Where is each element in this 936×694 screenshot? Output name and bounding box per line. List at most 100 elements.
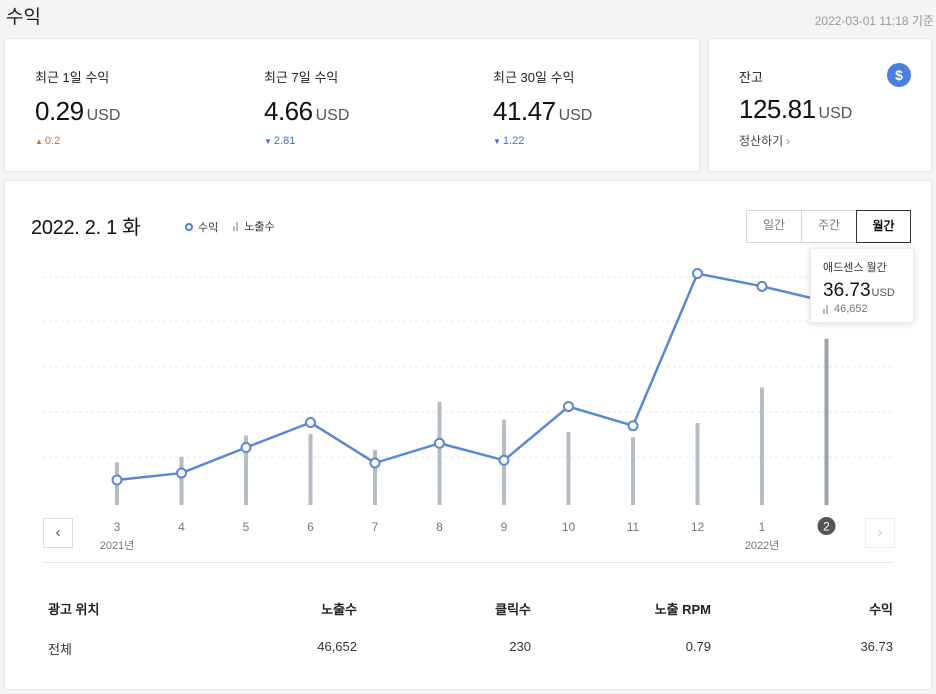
stat-value: 41.47 (493, 96, 556, 126)
page-title: 수익 (6, 7, 41, 28)
balance-unit: USD (818, 105, 853, 122)
stat-change: ▼ 1.22 (493, 135, 525, 147)
x-tick-label: 11 (627, 520, 640, 534)
table-header: 클릭수 (495, 602, 531, 617)
impression-bar (373, 449, 377, 505)
triangle-down-icon: ▼ (264, 137, 272, 146)
revenue-point (692, 268, 703, 280)
table-cell: 전체 (48, 642, 72, 657)
year-label: 2022년 (745, 539, 780, 552)
stat-unit: USD (558, 107, 593, 124)
revenue-point (498, 454, 510, 466)
stat-1day: 최근 1일 수익 0.29 USD ▲ 0.2 (35, 67, 120, 147)
x-tick-label: 10 (562, 520, 576, 534)
x-tick-label: 5 (243, 520, 250, 534)
impression-bar (566, 432, 571, 505)
stat-label: 최근 7일 수익 (264, 70, 339, 85)
tooltip-title: 애드센스 월간 (823, 262, 887, 274)
table-header-row: 광고 위치 노출수 클릭수 노출 RPM 수익 (43, 599, 893, 639)
table-header: 노출수 (321, 602, 357, 617)
chart-tooltip: 애드센스 월간 36.73USD 46,652 (810, 248, 914, 323)
timestamp: 2022-03-01 11:18 기준 (814, 14, 934, 28)
x-tick-label: 2 (823, 520, 830, 534)
stat-value: 4.66 (264, 96, 313, 126)
tooltip-impressions: 46,652 (823, 303, 901, 315)
bar-marker-icon (233, 221, 239, 231)
revenue-point (434, 437, 445, 449)
impression-bar (179, 456, 184, 505)
settle-label: 정산하기 (739, 134, 784, 148)
stat-change: ▲ 0.2 (35, 135, 61, 147)
x-tick-label: 7 (372, 520, 379, 534)
balance-card: 잔고 $ 125.81 USD 정산하기 › (708, 38, 932, 172)
stat-unit: USD (86, 107, 121, 124)
x-tick-label: 6 (307, 520, 314, 534)
impression-bar (244, 435, 248, 505)
period-weekly-button[interactable]: 주간 (802, 211, 857, 242)
x-tick-label: 4 (178, 520, 185, 534)
chart-date: 2022. 2. 1 화 (31, 217, 141, 239)
impression-bar (308, 433, 313, 505)
revenue-point (176, 467, 187, 479)
stat-30day: 최근 30일 수익 41.47 USD ▼ 1.22 (493, 67, 592, 147)
chevron-right-icon: › (786, 134, 791, 148)
period-toggle: 일간 주간 월간 (746, 210, 911, 243)
impression-bar (437, 401, 442, 505)
summary-table: 광고 위치 노출수 클릭수 노출 RPM 수익 전체 46,652 230 0.… (43, 599, 893, 679)
balance-label: 잔고 (739, 70, 763, 85)
x-tick-label: 8 (436, 520, 443, 534)
impression-bar (631, 437, 635, 505)
revenue-point (369, 457, 381, 469)
tooltip-value: 36.73 (823, 280, 871, 301)
dollar-icon: $ (887, 63, 911, 87)
impression-bar (760, 387, 764, 505)
x-tick-label: 1 (759, 520, 766, 534)
revenue-line (116, 272, 827, 482)
table-cell: 46,652 (317, 639, 357, 654)
table-header: 광고 위치 (48, 602, 100, 617)
legend-revenue: 수익 (185, 219, 218, 235)
table-cell: 230 (509, 639, 531, 654)
bar-marker-icon (823, 304, 829, 314)
table-row: 전체 46,652 230 0.79 36.73 (43, 639, 893, 679)
legend-impressions: 노출수 (233, 218, 275, 234)
chart-divider (43, 562, 893, 563)
stat-label: 최근 30일 수익 (493, 70, 575, 85)
triangle-up-icon: ▲ (35, 137, 43, 146)
revenue-point (756, 280, 768, 292)
chart-next-button[interactable]: › (865, 518, 895, 548)
revenue-point (305, 417, 316, 429)
period-daily-button[interactable]: 일간 (747, 211, 802, 242)
summary-card: 최근 1일 수익 0.29 USD ▲ 0.2 최근 7일 수익 4.66 USD ▼… (4, 38, 700, 172)
x-tick-label: 3 (114, 520, 121, 534)
stat-label: 최근 1일 수익 (35, 70, 110, 85)
triangle-down-icon: ▼ (493, 137, 501, 146)
stat-value: 0.29 (35, 96, 84, 126)
balance-value: 125.81 (739, 94, 816, 124)
period-monthly-button[interactable]: 월간 (856, 210, 911, 243)
year-label: 2021년 (100, 539, 135, 552)
chart-card: 2022. 2. 1 화 수익 노출수 일간 주간 월간 3 4 5 6 7 8 9 10 11… (4, 180, 932, 690)
revenue-point (627, 420, 639, 432)
revenue-point (240, 442, 252, 454)
selected-tick-badge (817, 517, 836, 535)
stat-change: ▼ 2.81 (264, 135, 296, 147)
chart-prev-button[interactable]: ‹ (43, 518, 73, 548)
tooltip-unit: USD (871, 287, 895, 299)
stat-7day: 최근 7일 수익 4.66 USD ▼ 2.81 (264, 67, 349, 147)
revenue-point (563, 401, 574, 413)
stat-unit: USD (315, 107, 350, 124)
x-tick-label: 9 (501, 520, 508, 534)
table-header: 노출 RPM (654, 602, 711, 617)
revenue-point (111, 474, 123, 486)
chart-legend: 수익 노출수 (185, 218, 287, 235)
settle-link[interactable]: 정산하기 › (739, 132, 790, 149)
impression-bar (695, 423, 700, 505)
table-cell: 36.73 (860, 639, 893, 654)
x-tick-label: 12 (691, 520, 705, 534)
table-header: 수익 (869, 602, 893, 617)
impression-bar (824, 338, 829, 505)
table-cell: 0.79 (685, 639, 711, 654)
circle-marker-icon (185, 222, 193, 231)
